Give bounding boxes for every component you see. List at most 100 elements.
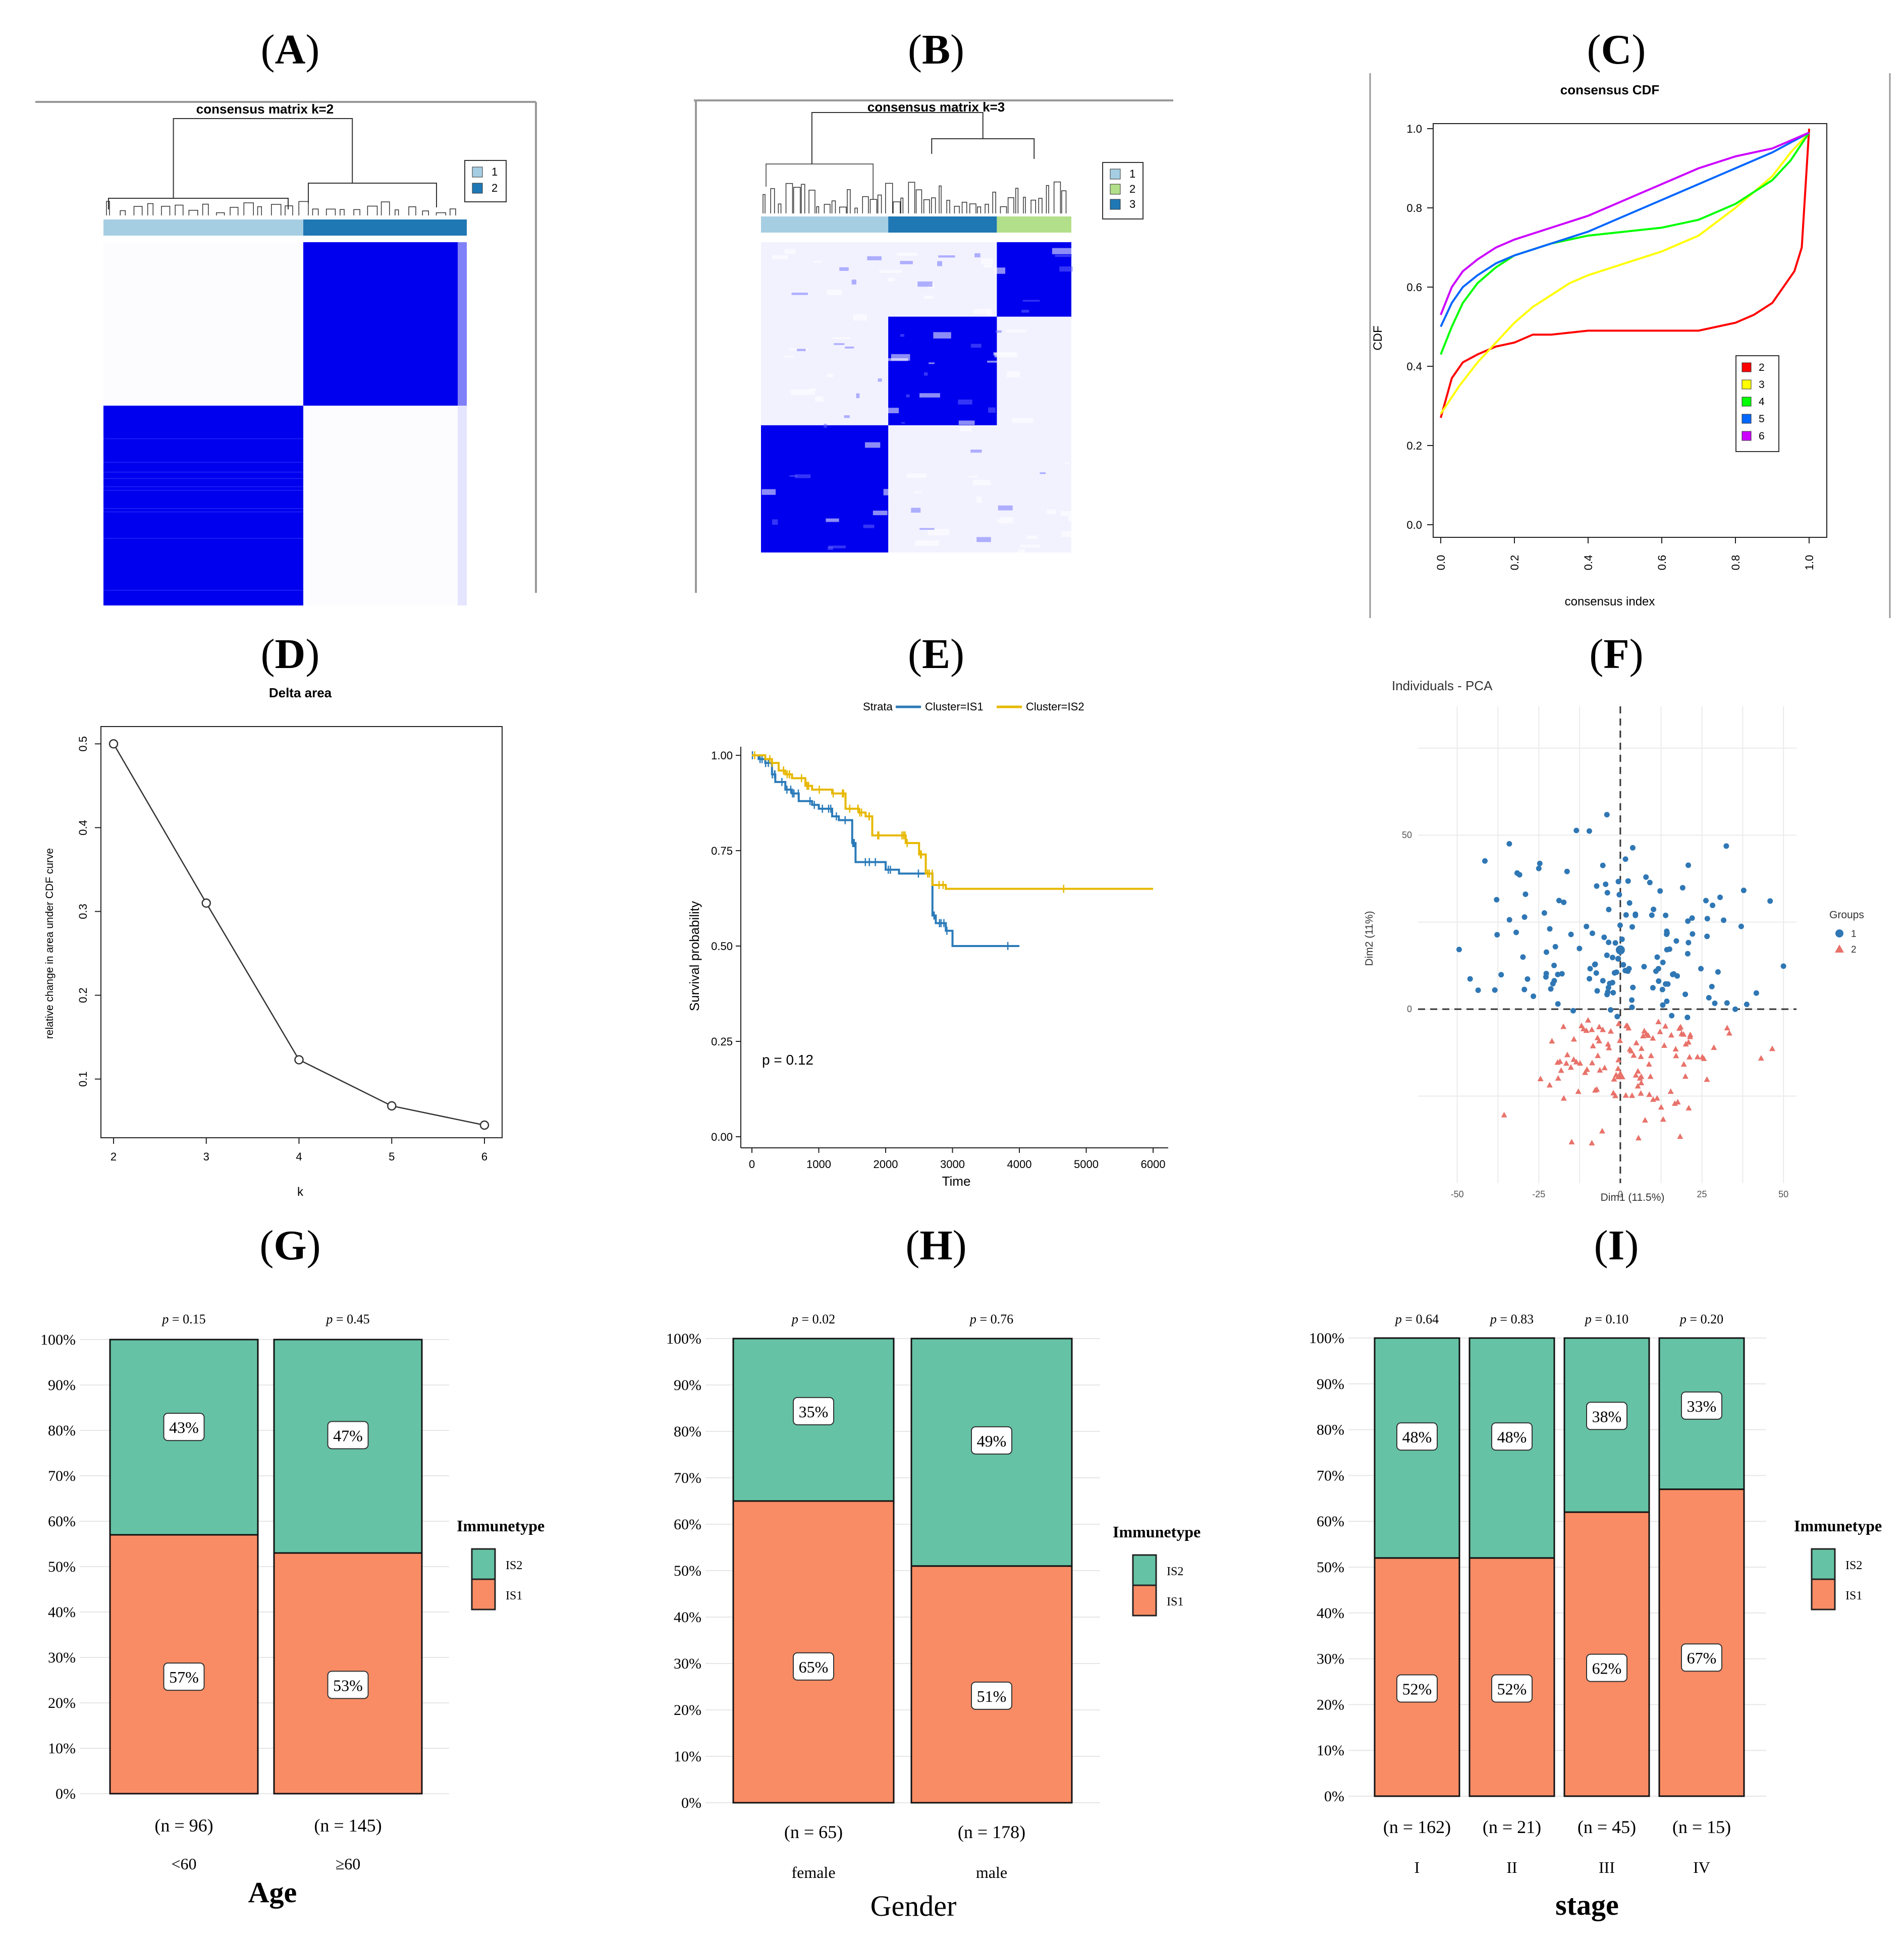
dendrogram-leaf — [763, 194, 766, 213]
x-axis-title: stage — [1555, 1889, 1619, 1921]
panel-label-c: (C) — [1587, 26, 1646, 73]
dendrogram-leaf — [969, 203, 976, 213]
pca-point-group2 — [1677, 1133, 1683, 1139]
pca-point-group2 — [1699, 1053, 1706, 1060]
pca-point-group1 — [1660, 1002, 1666, 1008]
y-tick-label: 0.00 — [711, 1131, 733, 1143]
heatmap-block-cluster-2 — [303, 242, 467, 406]
pca-point-group1 — [1611, 970, 1617, 976]
dendrogram-leaf — [869, 199, 878, 213]
heatmap-noise — [1026, 535, 1038, 539]
heatmap-noise — [797, 349, 806, 351]
pca-point-group2 — [1668, 1032, 1674, 1038]
pca-point-group1 — [1664, 931, 1670, 937]
category-label: III — [1599, 1858, 1615, 1876]
delta-area-point-k4 — [294, 1055, 304, 1065]
legend: 1 2 — [464, 160, 507, 202]
pca-point-group1 — [1494, 932, 1500, 938]
pca-point-group2 — [1642, 1117, 1648, 1123]
pca-point-group2 — [1682, 1041, 1689, 1047]
dendrogram-leaf — [992, 192, 996, 213]
p-value-label: p = 0.45 — [325, 1312, 369, 1326]
pca-point-group2 — [1563, 1060, 1569, 1066]
pca-point-group1 — [1467, 976, 1473, 982]
panel-label-f: (F) — [1589, 631, 1644, 678]
heatmap-noise — [1061, 531, 1083, 537]
pca-point-group1 — [1622, 856, 1628, 862]
dendrogram-leaf — [816, 206, 820, 213]
legend-label-is2: IS2 — [1167, 1565, 1183, 1578]
pca-point-group1 — [1548, 986, 1554, 992]
pca-point-group2 — [1640, 1032, 1646, 1038]
pca-point-group2 — [1616, 1037, 1623, 1043]
legend-marker-2 — [1835, 945, 1844, 953]
pca-point-group2 — [1635, 1068, 1641, 1074]
pca-point-group1 — [1494, 897, 1500, 903]
heatmap-noise — [783, 356, 794, 358]
pca-point-group2 — [1537, 1076, 1544, 1082]
dendrogram-leaf — [395, 209, 399, 215]
heatmap-block-low — [103, 242, 303, 406]
pca-point-group1 — [1506, 917, 1512, 923]
plot-area: 0.0 0.2 0.4 0.6 0.8 1.0 0.0 0.2 0.4 0.6 0.8 1.0 2 3 4 5… — [1406, 123, 1827, 570]
y-tick-label: 0.4 — [77, 820, 89, 836]
dendrogram-leaf — [408, 206, 416, 215]
heatmap-noise — [813, 260, 822, 263]
heatmap-noise — [900, 261, 913, 264]
pca-point-group1 — [1537, 860, 1543, 866]
y-tick-label: 50% — [48, 1559, 76, 1575]
x-tick-label: 3 — [203, 1150, 209, 1163]
legend-label-2: 2 — [492, 182, 498, 194]
y-tick-label: 0% — [56, 1786, 76, 1802]
pca-point-group1 — [1641, 964, 1647, 970]
legend-label-is2: IS2 — [506, 1559, 522, 1572]
p-value-annotation: p = 0.12 — [762, 1052, 813, 1068]
heatmap-noise — [883, 489, 889, 495]
y-tick-label: 0.2 — [1406, 439, 1422, 452]
x-tick-label: 5000 — [1074, 1158, 1099, 1171]
sample-size-label: (n = 96) — [154, 1815, 213, 1836]
heatmap-noise — [988, 407, 996, 413]
value-label-is2: 38% — [1592, 1407, 1622, 1425]
sample-size-label: (n = 145) — [314, 1815, 382, 1836]
dendrogram-leaf — [380, 201, 390, 215]
pca-point-group1 — [1593, 970, 1599, 976]
heatmap-noise — [863, 524, 875, 528]
y-tick-label: 10% — [48, 1740, 76, 1757]
y-tick-label: 70% — [1317, 1467, 1344, 1484]
heatmap-noise — [917, 281, 933, 287]
pca-point-group2 — [1646, 1061, 1652, 1067]
pca-point-group1 — [1660, 959, 1666, 965]
value-label-box-is1 — [327, 1671, 369, 1699]
pca-point-group1 — [1525, 976, 1531, 982]
pca-point-group1 — [1704, 933, 1710, 939]
legend-label-is2: IS2 — [1845, 1559, 1862, 1572]
pca-point-group1 — [1564, 868, 1570, 874]
dendrogram-branch — [931, 138, 1035, 159]
value-label-box-is2 — [971, 1426, 1012, 1455]
x-axis-label: Dim1 (11.5%) — [1601, 1192, 1665, 1203]
pca-point-group2 — [1549, 1038, 1555, 1044]
pca-point-group1 — [1614, 1014, 1620, 1020]
pca-point-group1 — [1753, 990, 1759, 996]
dendrogram-leaf — [877, 194, 882, 213]
cluster-bar-segment-2 — [888, 216, 997, 233]
y-tick-label: 20% — [48, 1695, 76, 1711]
pca-point-group1 — [1665, 981, 1671, 987]
dendrogram-leaf — [161, 206, 171, 215]
heatmap-noise — [970, 344, 982, 348]
pca-point-group2 — [1564, 1051, 1570, 1058]
x-axis-label: consensus index — [1565, 595, 1655, 608]
pca-point-group1 — [1604, 890, 1610, 896]
y-tick-label: 0% — [681, 1795, 701, 1811]
km-curve-is2 — [752, 754, 1153, 890]
x-tick-label: 4000 — [1007, 1158, 1032, 1171]
dendrogram-leaf — [1046, 185, 1049, 213]
pca-point-group2 — [1606, 1044, 1612, 1050]
legend-label-k4: 4 — [1759, 396, 1765, 408]
bar-is1-4 — [1658, 1488, 1745, 1797]
pca-point-group2 — [1612, 1092, 1619, 1098]
heatmap-noise — [997, 519, 1002, 523]
x-tick-label: 4 — [296, 1150, 302, 1163]
heatmap-noise — [974, 253, 981, 258]
